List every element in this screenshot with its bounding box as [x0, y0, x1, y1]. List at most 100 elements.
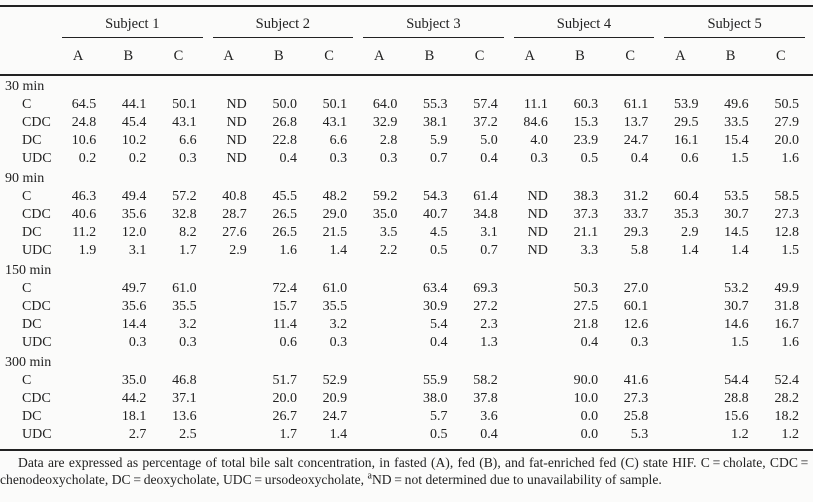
data-row: C 64.5 44.1 50.1 ND 50.0 50.1 64.0 55.3 57.4 11.1 6… — [0, 96, 813, 114]
table-header: Subject 1 Subject 2 Subject 3 Subject 4 … — [0, 7, 813, 76]
value-cell: 5.4 — [430, 317, 448, 332]
value-cell: 23.9 — [573, 133, 599, 148]
value-cell: 1.4 — [680, 243, 699, 258]
value-cell: 5.0 — [480, 133, 498, 148]
value-cell — [211, 280, 261, 298]
value-cell: 2.2 — [379, 243, 398, 258]
value-cell: 0.0 — [580, 427, 599, 442]
value-cell: 24.7 — [623, 133, 649, 148]
value-cell: 3.1 — [128, 243, 147, 258]
value-cell: 43.1 — [322, 115, 348, 130]
value-cell: 6.6 — [179, 133, 197, 148]
value-cell: 44.2 — [121, 391, 147, 406]
value-cell: 0.7 — [430, 151, 448, 166]
value-cell: 21.5 — [322, 225, 348, 240]
value-cell: 45.5 — [272, 189, 297, 204]
table-body: 30 min C 64.5 44.1 50.1 ND 50.0 50.1 64.0 55.3 57.… — [0, 76, 813, 449]
value-cell: 54.3 — [423, 189, 448, 204]
analyte-label: UDC — [22, 427, 52, 442]
value-cell: 52.9 — [322, 373, 348, 388]
value-cell — [60, 298, 110, 316]
value-cell — [662, 298, 712, 316]
analyte-label: CDC — [22, 391, 51, 406]
value-cell: 18.2 — [774, 409, 800, 424]
value-cell: 24.8 — [71, 115, 97, 130]
value-cell: 43.1 — [172, 115, 197, 130]
analyte-label: C — [22, 281, 32, 296]
subject-label: Subject 4 — [513, 16, 655, 38]
value-cell: 35.5 — [172, 299, 197, 314]
value-cell — [60, 390, 110, 408]
value-cell: 44.1 — [121, 97, 147, 112]
value-cell — [361, 408, 411, 426]
value-cell: 64.5 — [71, 97, 97, 112]
value-cell: 27.6 — [222, 225, 247, 240]
value-cell: 0.5 — [430, 427, 448, 442]
value-cell: 49.9 — [774, 281, 800, 296]
value-cell: 0.4 — [430, 335, 448, 350]
value-cell — [361, 280, 411, 298]
condition-header: B — [561, 38, 613, 76]
value-cell: 11.4 — [272, 317, 297, 332]
value-cell — [662, 408, 712, 426]
data-row: DC 14.4 3.2 11.4 3.2 5.4 2.3 21.8 12.6 14.6 16.7 — [0, 316, 813, 334]
value-cell: 1.6 — [279, 243, 297, 258]
value-cell: 0.2 — [128, 151, 147, 166]
subject-header-row: Subject 1 Subject 2 Subject 3 Subject 4 … — [0, 7, 813, 38]
data-row: UDC 2.7 2.5 1.7 1.4 0.5 0.4 0.0 5.3 1.2 1.2 — [0, 426, 813, 449]
value-cell: ND — [527, 225, 548, 240]
value-cell — [60, 426, 110, 449]
value-cell: 59.2 — [372, 189, 398, 204]
value-cell — [512, 426, 562, 449]
value-cell: 55.3 — [423, 97, 448, 112]
value-cell: 55.9 — [423, 373, 448, 388]
value-cell: 27.0 — [623, 281, 649, 296]
value-cell: 45.4 — [121, 115, 147, 130]
value-cell: 61.4 — [473, 189, 498, 204]
value-cell: 69.3 — [473, 281, 498, 296]
value-cell: 21.8 — [573, 317, 599, 332]
value-cell: 20.9 — [322, 391, 348, 406]
analyte-label: UDC — [22, 151, 52, 166]
subject-header: Subject 5 — [662, 7, 813, 38]
value-cell — [512, 298, 562, 316]
analyte-label: DC — [22, 133, 42, 148]
value-cell: 27.3 — [623, 391, 649, 406]
value-cell: 3.6 — [480, 409, 498, 424]
value-cell: 24.7 — [322, 409, 348, 424]
subject-label: Subject 1 — [62, 16, 203, 38]
value-cell: 53.2 — [724, 281, 749, 296]
value-cell: 5.8 — [630, 243, 649, 258]
value-cell: 26.5 — [272, 207, 297, 222]
value-cell: 0.6 — [279, 335, 297, 350]
value-cell: ND — [527, 243, 548, 258]
value-cell — [662, 372, 712, 390]
value-cell — [361, 426, 411, 449]
value-cell: 0.6 — [680, 151, 699, 166]
data-row: UDC 0.3 0.3 0.6 0.3 0.4 1.3 0.4 0.3 1.5 1.6 — [0, 334, 813, 352]
value-cell: 15.4 — [724, 133, 749, 148]
value-cell: 3.5 — [379, 225, 398, 240]
value-cell: 26.5 — [272, 225, 297, 240]
value-cell: 27.2 — [473, 299, 498, 314]
data-row: C 35.0 46.8 51.7 52.9 55.9 58.2 90.0 41.6 54.4 52.… — [0, 372, 813, 390]
condition-header: B — [411, 38, 462, 76]
table-footnote: Data are expressed as percentage of tota… — [0, 451, 813, 488]
value-cell: ND — [527, 189, 548, 204]
value-cell: 28.2 — [774, 391, 800, 406]
value-cell: 2.5 — [179, 427, 197, 442]
value-cell: 50.1 — [172, 97, 197, 112]
value-cell: 35.3 — [673, 207, 699, 222]
data-row: DC 18.1 13.6 26.7 24.7 5.7 3.6 0.0 25.8 15.6 18.2 — [0, 408, 813, 426]
value-cell: 34.8 — [473, 207, 498, 222]
value-cell: 37.2 — [473, 115, 498, 130]
value-cell: 22.8 — [272, 133, 297, 148]
data-row: C 46.3 49.4 57.2 40.8 45.5 48.2 59.2 54.3 61.4 ND 3… — [0, 188, 813, 206]
value-cell: 0.5 — [580, 151, 599, 166]
value-cell: 38.0 — [423, 391, 448, 406]
value-cell: 12.8 — [774, 225, 800, 240]
value-cell — [662, 316, 712, 334]
value-cell: 0.5 — [430, 243, 448, 258]
analyte-label: C — [22, 97, 32, 112]
